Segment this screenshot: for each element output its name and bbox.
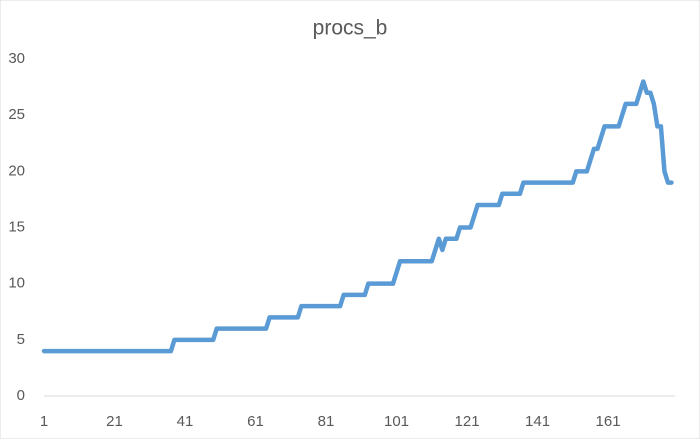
x-tick-label: 121 <box>455 413 480 430</box>
line-series <box>41 79 674 354</box>
y-tick-label: 15 <box>8 218 25 235</box>
y-tick-label: 30 <box>8 50 25 67</box>
x-tick-label: 41 <box>177 413 194 430</box>
chart-title: procs_b <box>313 17 388 40</box>
y-tick-label: 0 <box>17 387 25 404</box>
x-tick-label: 141 <box>525 413 550 430</box>
x-tick-label: 81 <box>318 413 335 430</box>
x-tick-label: 101 <box>384 413 409 430</box>
x-tick-label: 1 <box>40 413 48 430</box>
x-tick-label: 21 <box>106 413 123 430</box>
x-tick-label: 161 <box>596 413 621 430</box>
y-tick-label: 20 <box>8 162 25 179</box>
x-tick-label: 61 <box>247 413 264 430</box>
y-tick-label: 10 <box>8 275 25 292</box>
y-tick-label: 25 <box>8 106 25 123</box>
y-tick-label: 5 <box>17 331 25 348</box>
